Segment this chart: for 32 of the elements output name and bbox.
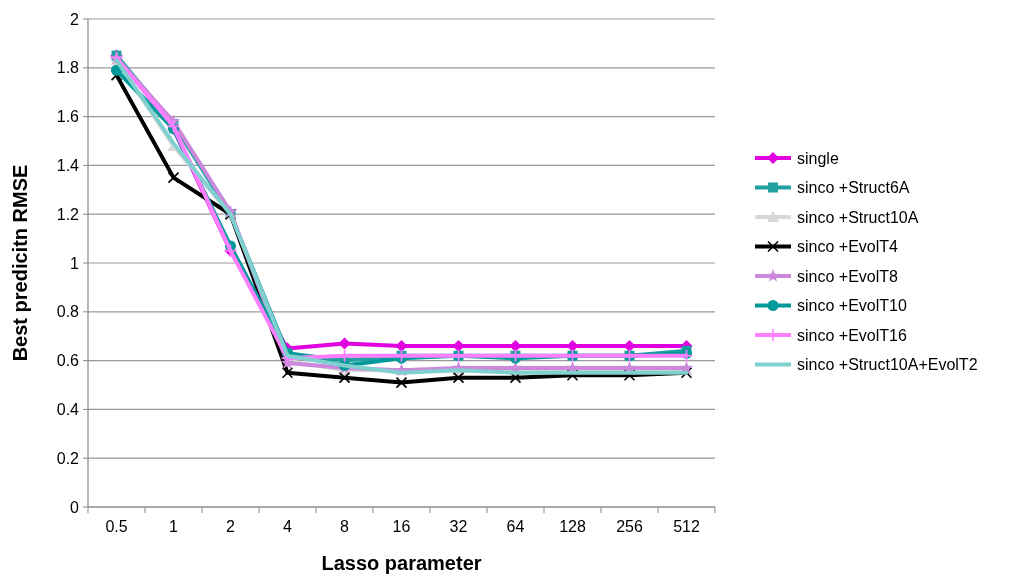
y-tick-label: 2 bbox=[70, 10, 80, 28]
y-tick-label: 0.8 bbox=[56, 303, 80, 321]
y-tick-label: 0 bbox=[70, 498, 80, 516]
legend-label: single bbox=[797, 149, 839, 167]
y-tick-label: 1.2 bbox=[56, 205, 80, 223]
x-axis-title: Lasso parameter bbox=[321, 552, 482, 574]
x-tick-label: 128 bbox=[559, 518, 586, 535]
y-axis-title: Best predicitn RMSE bbox=[9, 164, 31, 362]
x-tick-label: 512 bbox=[673, 518, 700, 535]
legend-label: sinco +Struct10A bbox=[797, 208, 919, 226]
y-tick-label: 1.8 bbox=[56, 59, 80, 77]
y-tick-label: 1.4 bbox=[56, 157, 80, 174]
x-tick-label: 256 bbox=[616, 518, 643, 535]
x-tick-label: 8 bbox=[340, 518, 350, 535]
y-tick-label: 0.2 bbox=[56, 449, 80, 467]
legend-label: sinco +EvolT8 bbox=[797, 267, 899, 285]
legend-label: sinco +Struct10A+EvolT2 bbox=[797, 356, 978, 374]
legend-label: sinco +Struct6A bbox=[797, 179, 910, 197]
x-tick-label: 64 bbox=[506, 518, 525, 535]
y-tick-label: 1.6 bbox=[56, 108, 80, 126]
x-tick-label: 4 bbox=[283, 518, 293, 535]
legend-label: sinco +EvolT10 bbox=[797, 297, 907, 315]
y-tick-label: 1 bbox=[70, 254, 80, 272]
x-tick-label: 0.5 bbox=[105, 518, 128, 535]
y-tick-label: 0.6 bbox=[56, 352, 80, 370]
x-tick-label: 16 bbox=[392, 518, 411, 535]
y-tick-label: 0.4 bbox=[56, 401, 80, 418]
x-tick-label: 32 bbox=[449, 518, 468, 535]
legend-label: sinco +EvolT4 bbox=[797, 238, 899, 256]
legend-label: sinco +EvolT16 bbox=[797, 326, 907, 344]
x-tick-label: 1 bbox=[169, 518, 179, 535]
x-tick-label: 2 bbox=[226, 518, 236, 535]
